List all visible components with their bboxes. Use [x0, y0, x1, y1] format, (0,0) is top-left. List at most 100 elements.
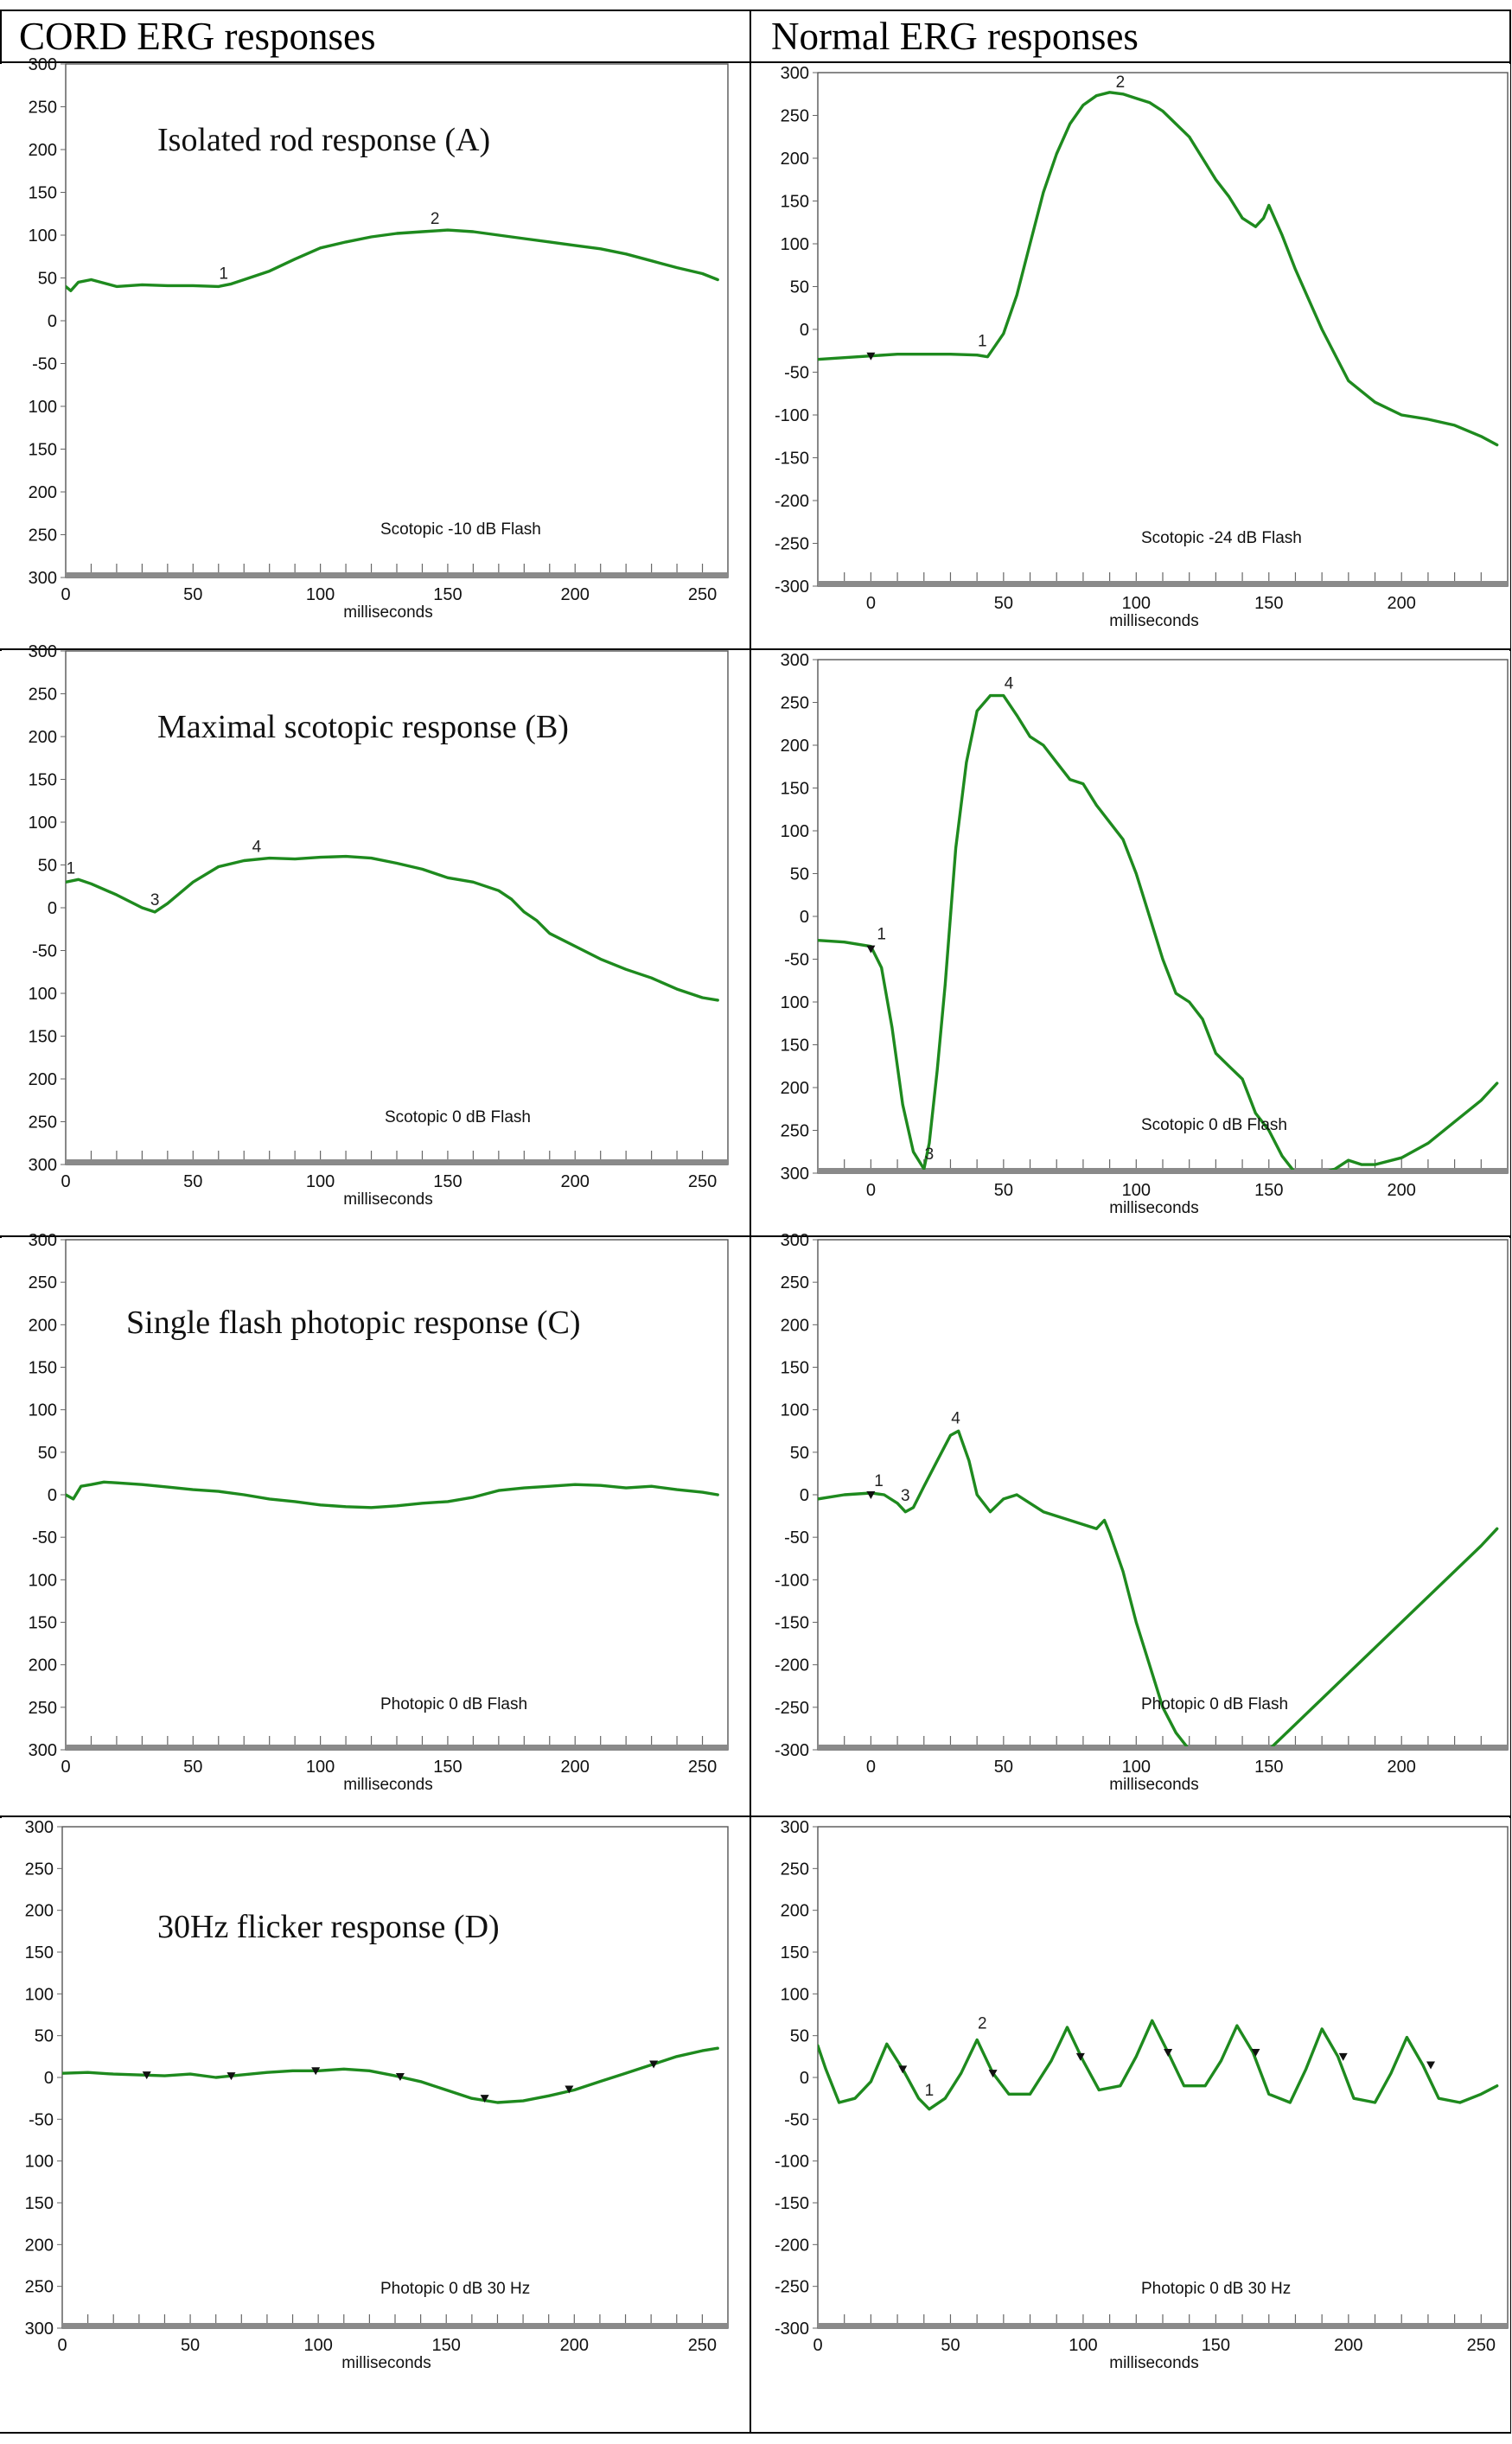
- marker-label: 4: [252, 839, 262, 857]
- y-tick-label: 300: [29, 55, 57, 74]
- y-tick-label: 200: [29, 728, 57, 747]
- y-tick-label: -50: [784, 2110, 809, 2129]
- chart-panel-A-normal: 300 250 200 150 100 50 0 -50 -100 -150 -200 -250 -30…: [752, 64, 1510, 648]
- y-tick-label: 0: [800, 908, 809, 927]
- header-normal: Normal ERG responses: [771, 15, 1139, 58]
- marker-label: 2: [431, 210, 440, 228]
- response-label: Single flash photopic response (C): [126, 1305, 581, 1341]
- x-tick-label: 150: [1254, 1181, 1283, 1200]
- y-tick-label: 300: [781, 651, 809, 670]
- x-tick-label: 100: [1122, 594, 1151, 613]
- x-axis-title: milliseconds: [1109, 1199, 1198, 1217]
- x-axis-title: milliseconds: [343, 1776, 432, 1794]
- x-tick-label: 0: [866, 1758, 876, 1777]
- y-tick-label: 300: [781, 1231, 809, 1250]
- x-tick-label: 250: [1467, 2336, 1496, 2355]
- y-tick-label: 200: [781, 737, 809, 756]
- response-label: Isolated rod response (A): [157, 122, 490, 158]
- triangle-marker: [988, 2070, 998, 2078]
- condition-label: Photopic 0 dB 30 Hz: [380, 2280, 530, 2298]
- y-tick-label: 150: [29, 1359, 57, 1378]
- marker-label: 3: [925, 1145, 935, 1164]
- triangle-marker: [866, 1491, 876, 1499]
- trace-line: [818, 91, 1499, 447]
- triangle-marker: [866, 945, 876, 954]
- y-tick-label: -150: [775, 2194, 809, 2213]
- y-tick-label: 250: [25, 2278, 54, 2297]
- y-tick-label: 0: [48, 899, 57, 918]
- x-tick-label: 0: [866, 1181, 876, 1200]
- y-tick-label: 300: [781, 64, 809, 83]
- y-tick-label: 200: [781, 1316, 809, 1335]
- y-tick-label: 200: [781, 150, 809, 169]
- y-tick-label: 200: [781, 1079, 809, 1098]
- x-tick-label: 250: [688, 585, 717, 604]
- chart-panel-B-cord: 300 250 200 150 100 50 0 -50 100 150 200 250 300 0 50 1…: [0, 642, 749, 1235]
- x-axis-band: [66, 572, 728, 577]
- x-tick-label: 50: [183, 1758, 202, 1777]
- x-tick-label: 100: [306, 1172, 335, 1191]
- condition-label: Photopic 0 dB Flash: [380, 1695, 527, 1713]
- condition-label: Photopic 0 dB Flash: [1141, 1695, 1288, 1713]
- chart-svg-B-normal: 300 250 200 150 100 50 0 -50 100 150 200 250 300 0 50 1…: [781, 651, 1509, 1217]
- x-axis-title: milliseconds: [1109, 612, 1198, 630]
- x-tick-label: 150: [1254, 1758, 1283, 1777]
- marker-label: 1: [978, 333, 987, 351]
- marker-label: 2: [978, 2015, 987, 2033]
- x-tick-label: 150: [433, 1758, 462, 1777]
- marker-label: 1: [874, 1472, 884, 1490]
- y-tick-label: 100: [29, 1571, 57, 1590]
- y-tick-label: -150: [775, 450, 809, 469]
- y-tick-label: 100: [25, 1985, 54, 2004]
- chart-svg-A-normal: 300250200150100500-50-100-150-200-250-30…: [775, 64, 1509, 630]
- y-tick-label: 150: [29, 1028, 57, 1047]
- y-tick-label: -50: [29, 2110, 54, 2129]
- y-tick-label: 150: [781, 1037, 809, 1056]
- condition-label: Scotopic -24 dB Flash: [1141, 529, 1302, 547]
- x-tick-label: 50: [183, 585, 202, 604]
- y-tick-label: -200: [775, 1656, 809, 1675]
- y-tick-label: 100: [781, 822, 809, 841]
- triangle-marker: [226, 2072, 236, 2081]
- y-tick-label: -300: [775, 1741, 809, 1760]
- x-axis-band: [62, 2323, 728, 2328]
- y-tick-label: -250: [775, 2278, 809, 2297]
- y-tick-label: 50: [38, 857, 57, 876]
- trace-line: [818, 2019, 1499, 2111]
- x-tick-label: 50: [183, 1172, 202, 1191]
- x-tick-label: 150: [432, 2336, 461, 2355]
- y-tick-label: 300: [781, 1818, 809, 1837]
- y-tick-label: 100: [29, 398, 57, 417]
- x-tick-label: 50: [994, 1758, 1013, 1777]
- x-axis-band: [818, 2323, 1508, 2328]
- triangle-marker: [866, 352, 876, 361]
- y-tick-label: -100: [775, 2153, 809, 2172]
- trace-line: [66, 1480, 719, 1509]
- y-tick-label: -300: [775, 577, 809, 597]
- y-tick-label: 200: [29, 1316, 57, 1335]
- trace-line: [66, 228, 719, 292]
- y-tick-label: 200: [781, 1902, 809, 1921]
- x-tick-label: 150: [433, 585, 462, 604]
- y-tick-label: -200: [775, 492, 809, 511]
- trace-line: [66, 854, 719, 1002]
- marker-label: 2: [1116, 73, 1126, 92]
- y-tick-label: -100: [775, 406, 809, 425]
- plot-frame: [817, 659, 1509, 1174]
- x-tick-label: 100: [1122, 1758, 1151, 1777]
- condition-label: Scotopic 0 dB Flash: [1141, 1116, 1287, 1134]
- y-tick-label: 100: [781, 1985, 809, 2004]
- x-tick-label: 50: [181, 2336, 200, 2355]
- trace-line: [818, 693, 1499, 1170]
- y-tick-label: 100: [29, 985, 57, 1004]
- x-tick-label: 50: [994, 1181, 1013, 1200]
- y-tick-label: 150: [29, 184, 57, 203]
- chart-svg-C-normal: 300250200150100500-50-100-150-200-250-30…: [775, 1231, 1509, 1794]
- y-tick-label: 100: [29, 227, 57, 246]
- y-tick-label: -50: [784, 951, 809, 970]
- x-tick-label: 200: [1388, 1181, 1416, 1200]
